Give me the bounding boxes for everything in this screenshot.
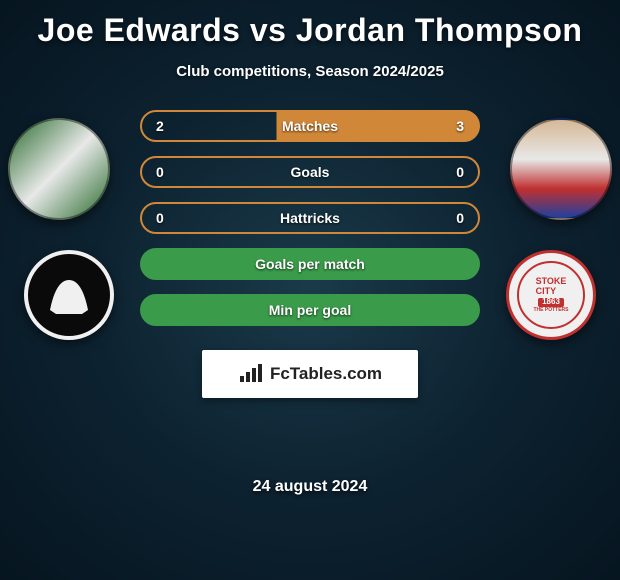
bars-icon [238, 364, 266, 384]
stat-row: 0 Hattricks 0 [140, 202, 480, 234]
stat-label: Goals [291, 164, 330, 180]
stat-label: Matches [282, 118, 338, 134]
stat-pill: Min per goal [140, 294, 480, 326]
player-right-avatar [510, 118, 612, 220]
stat-pill: 2 Matches 3 [140, 110, 480, 142]
stat-rows: 2 Matches 3 0 Goals 0 0 Hattricks 0 Goal… [140, 110, 480, 340]
stat-label: Goals per match [255, 256, 365, 272]
stat-row: 0 Goals 0 [140, 156, 480, 188]
stat-left-value: 0 [156, 164, 164, 180]
stoke-tag: THE POTTERS [533, 308, 568, 314]
stat-row: Min per goal [140, 294, 480, 326]
plymouth-icon [44, 270, 94, 320]
club-left-badge [24, 250, 114, 340]
stat-right-value: 0 [456, 164, 464, 180]
stoke-badge-inner: STOKECITY 1863 THE POTTERS [517, 261, 585, 329]
stat-pill: Goals per match [140, 248, 480, 280]
stat-right-value: 0 [456, 210, 464, 226]
stat-row: Goals per match [140, 248, 480, 280]
stat-label: Min per goal [269, 302, 351, 318]
stat-left-value: 2 [156, 118, 164, 134]
stat-pill: 0 Hattricks 0 [140, 202, 480, 234]
stoke-year: 1863 [538, 298, 564, 307]
stoke-city-label: STOKECITY [536, 277, 567, 297]
comparison-title: Joe Edwards vs Jordan Thompson [0, 0, 620, 49]
stat-pill: 0 Goals 0 [140, 156, 480, 188]
stat-row: 2 Matches 3 [140, 110, 480, 142]
stat-left-value: 0 [156, 210, 164, 226]
stat-right-value: 3 [456, 118, 464, 134]
stat-label: Hattricks [280, 210, 340, 226]
comparison-subtitle: Club competitions, Season 2024/2025 [0, 63, 620, 80]
club-right-badge: STOKECITY 1863 THE POTTERS [506, 250, 596, 340]
fctables-logo: FcTables.com [202, 350, 418, 398]
fctables-text: FcTables.com [270, 364, 382, 384]
player-left-avatar [8, 118, 110, 220]
comparison-date: 24 august 2024 [0, 478, 620, 496]
comparison-body: STOKECITY 1863 THE POTTERS 2 Matches 3 0… [0, 110, 620, 420]
